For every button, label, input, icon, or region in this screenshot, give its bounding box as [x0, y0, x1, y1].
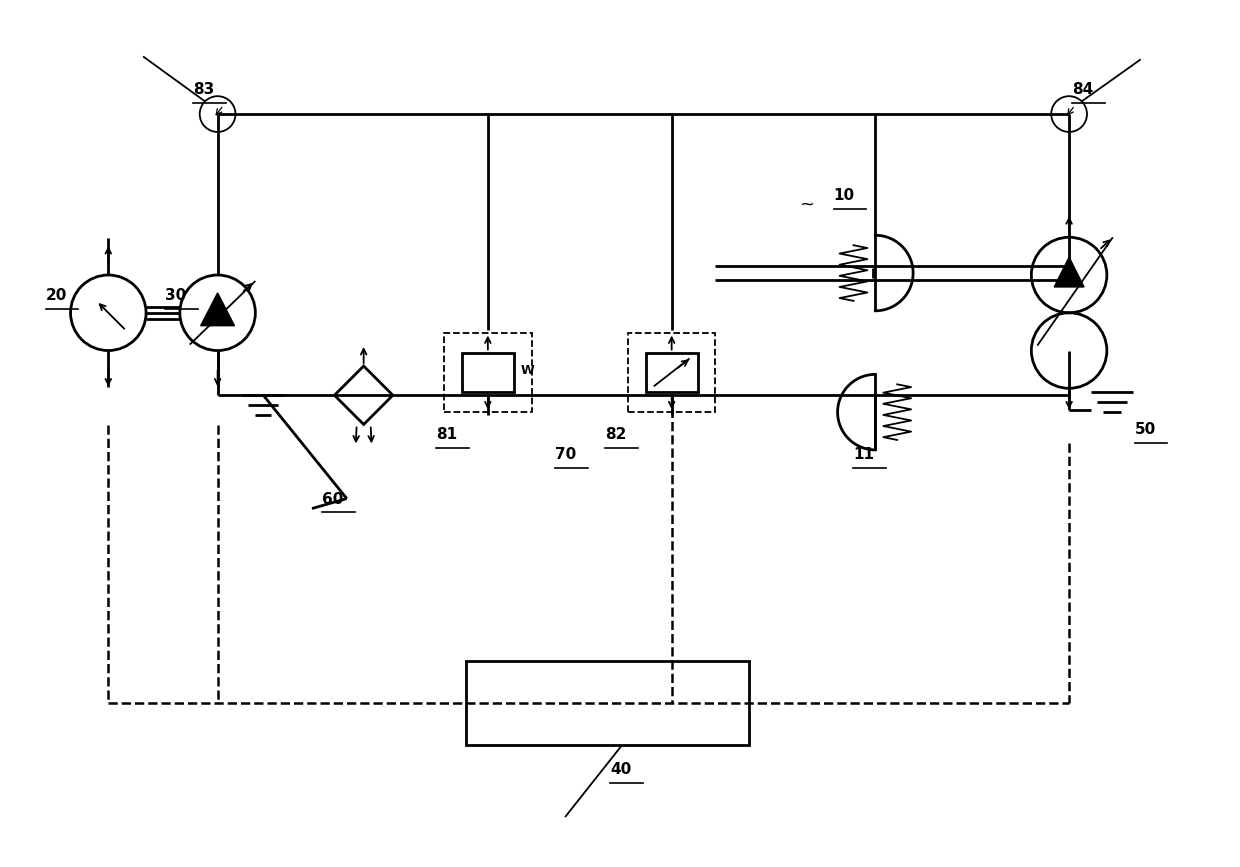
Text: 60: 60	[322, 492, 343, 506]
Text: 10: 10	[833, 188, 854, 204]
Text: 70: 70	[556, 447, 577, 462]
Text: 20: 20	[46, 288, 67, 303]
Bar	[463, 353, 513, 392]
Bar	[646, 353, 698, 392]
Polygon shape	[1054, 257, 1084, 287]
Text: 83: 83	[192, 82, 215, 97]
Text: 81: 81	[436, 427, 458, 442]
Text: 11: 11	[853, 447, 874, 462]
Polygon shape	[201, 293, 234, 326]
Text: 50: 50	[1135, 422, 1156, 437]
Bar	[444, 333, 532, 412]
Bar	[627, 333, 715, 412]
Text: 82: 82	[605, 427, 626, 442]
Text: 84: 84	[1073, 82, 1094, 97]
Text: W: W	[521, 364, 534, 377]
Text: 30: 30	[165, 288, 186, 303]
Text: ~: ~	[799, 195, 813, 213]
Text: 40: 40	[610, 762, 631, 777]
Bar	[466, 661, 749, 746]
